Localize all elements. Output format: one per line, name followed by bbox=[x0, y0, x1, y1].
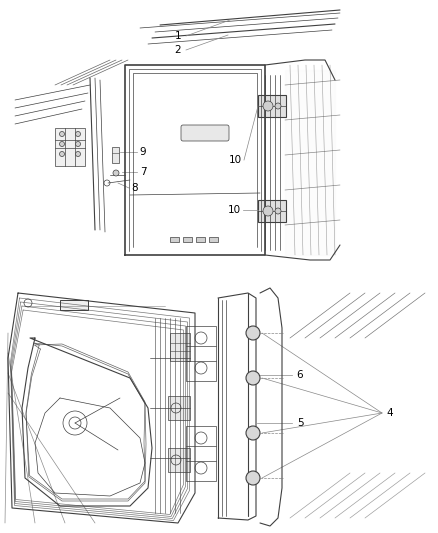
Circle shape bbox=[275, 103, 281, 109]
Circle shape bbox=[246, 326, 260, 340]
Bar bbox=[183, 237, 192, 242]
Bar bbox=[209, 237, 218, 242]
Circle shape bbox=[75, 141, 81, 147]
Bar bbox=[186, 426, 216, 481]
Text: 1: 1 bbox=[175, 31, 181, 41]
Circle shape bbox=[113, 170, 119, 176]
Circle shape bbox=[60, 151, 64, 157]
Bar bbox=[258, 95, 286, 117]
Text: 5: 5 bbox=[297, 418, 303, 428]
Circle shape bbox=[263, 206, 273, 216]
Text: 4: 4 bbox=[387, 408, 393, 418]
Bar bbox=[55, 128, 85, 166]
Circle shape bbox=[60, 141, 64, 147]
Text: 10: 10 bbox=[227, 205, 240, 215]
Circle shape bbox=[263, 101, 273, 111]
Circle shape bbox=[60, 132, 64, 136]
Text: 8: 8 bbox=[132, 183, 138, 193]
Bar bbox=[196, 237, 205, 242]
Bar bbox=[170, 333, 190, 361]
Text: 7: 7 bbox=[140, 167, 146, 177]
Circle shape bbox=[246, 426, 260, 440]
Text: 2: 2 bbox=[175, 45, 181, 55]
Circle shape bbox=[246, 471, 260, 485]
Bar bbox=[112, 147, 119, 163]
Bar bbox=[170, 237, 179, 242]
Text: 9: 9 bbox=[140, 147, 146, 157]
Circle shape bbox=[275, 208, 281, 214]
Circle shape bbox=[75, 132, 81, 136]
Bar bbox=[186, 326, 216, 381]
Circle shape bbox=[75, 151, 81, 157]
Circle shape bbox=[246, 371, 260, 385]
FancyBboxPatch shape bbox=[181, 125, 229, 141]
Bar bbox=[168, 448, 190, 472]
Bar bbox=[60, 300, 88, 310]
Text: 10: 10 bbox=[229, 155, 242, 165]
Bar bbox=[258, 200, 286, 222]
Text: 6: 6 bbox=[297, 370, 303, 380]
Bar bbox=[168, 396, 190, 420]
